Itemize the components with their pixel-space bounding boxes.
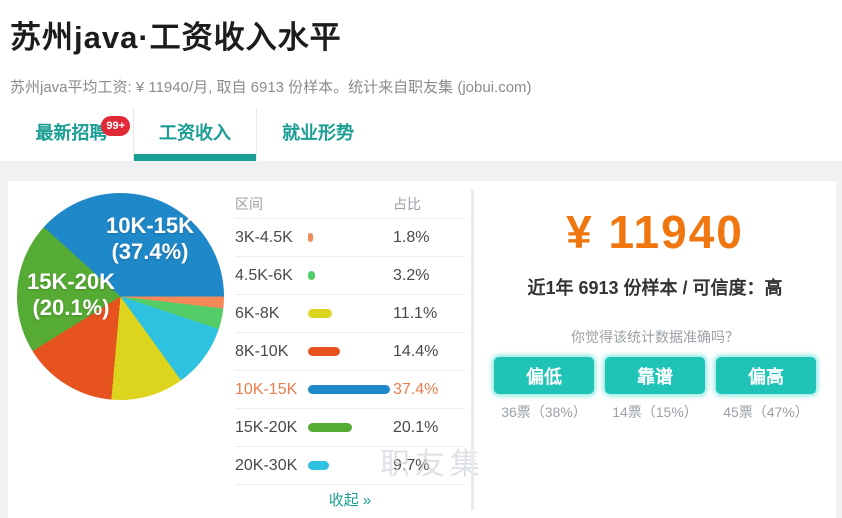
- table-row[interactable]: 4.5K-6K 3.2%: [235, 257, 465, 295]
- share-bar: [308, 309, 393, 318]
- summary-panel: ¥ 11940 近1年 6913 份样本 / 可信度：高 你觉得该统计数据准确吗…: [474, 181, 836, 518]
- table-row[interactable]: 15K-20K 20.1%: [235, 409, 465, 447]
- vote-button[interactable]: 偏高: [716, 357, 816, 394]
- tab-strip: 最新招聘 99+ 工资收入 就业形势: [10, 108, 379, 161]
- poll-option: 偏低 36票（38%）: [494, 357, 594, 422]
- share-value: 14.4%: [393, 342, 439, 360]
- column-header-range: 区间: [235, 195, 263, 212]
- tab-latest-jobs[interactable]: 最新招聘 99+: [10, 108, 133, 161]
- column-header-share: 占比: [393, 195, 421, 212]
- share-bar: [308, 271, 393, 280]
- share-value: 9.7%: [393, 456, 430, 474]
- average-salary-value: ¥ 11940: [566, 206, 744, 258]
- table-row[interactable]: 6K-8K 11.1%: [235, 295, 465, 333]
- table-row[interactable]: 20K-30K 9.7%: [235, 447, 465, 485]
- vote-button[interactable]: 偏低: [494, 357, 594, 394]
- poll-option: 偏高 45票（47%）: [716, 357, 816, 422]
- share-bar: [308, 347, 393, 356]
- poll-question: 你觉得该统计数据准确吗？: [571, 329, 739, 345]
- salary-table: 区间 占比 3K-4.5K 1.8% 4.5K-6K 3.2% 6K-8K 11.1% 8K…: [235, 189, 465, 515]
- range-label: 20K-30K: [235, 456, 298, 474]
- range-label: 4.5K-6K: [235, 266, 293, 284]
- tab-label: 工资收入: [159, 123, 231, 143]
- tab-label: 最新招聘: [35, 123, 108, 143]
- range-label: 3K-4.5K: [235, 228, 293, 246]
- share-bar: [308, 233, 393, 242]
- range-label: 8K-10K: [235, 342, 289, 360]
- panel-divider: [471, 189, 474, 510]
- share-value: 3.2%: [393, 266, 430, 284]
- table-header: 区间 占比: [235, 189, 465, 219]
- share-value: 37.4%: [393, 380, 439, 398]
- tab-salary[interactable]: 工资收入: [133, 108, 256, 161]
- table-row[interactable]: 8K-10K 14.4%: [235, 333, 465, 371]
- poll-options: 偏低 36票（38%） 靠谱 14票（15%） 偏高 45票（47%）: [474, 357, 836, 422]
- vote-count: 36票（38%）: [501, 404, 587, 420]
- vote-count: 45票（47%）: [723, 404, 809, 420]
- share-value: 20.1%: [393, 418, 439, 436]
- tab-label: 就业形势: [282, 123, 354, 143]
- share-value: 11.1%: [393, 304, 438, 322]
- salary-panel: 10K-15K (37.4%) 15K-20K (20.1%) 区间 占比 3K…: [8, 181, 836, 518]
- collapse-link[interactable]: 收起 »: [328, 492, 372, 509]
- vote-count: 14票（15%）: [612, 404, 698, 420]
- pie-chart[interactable]: [17, 193, 224, 400]
- share-bar: [308, 385, 393, 394]
- active-tab-underline: [134, 154, 256, 161]
- salary-rows: 3K-4.5K 1.8% 4.5K-6K 3.2% 6K-8K 11.1% 8K-10K 14…: [235, 219, 465, 485]
- new-jobs-count-badge: 99+: [101, 116, 130, 136]
- sample-credibility-line: 近1年 6913 份样本 / 可信度：高: [527, 278, 783, 298]
- vote-button[interactable]: 靠谱: [605, 357, 705, 394]
- table-row[interactable]: 10K-15K 37.4%: [235, 371, 465, 409]
- share-bar: [308, 461, 393, 470]
- share-value: 1.8%: [393, 228, 430, 246]
- range-label: 6K-8K: [235, 304, 280, 322]
- range-label: 10K-15K: [235, 380, 298, 398]
- tab-employment-trend[interactable]: 就业形势: [256, 108, 379, 161]
- range-label: 15K-20K: [235, 418, 298, 436]
- page-subtitle: 苏州java平均工资: ¥ 11940/月, 取自 6913 份样本。统计来自职…: [10, 79, 532, 96]
- poll-option: 靠谱 14票（15%）: [605, 357, 705, 422]
- table-row[interactable]: 3K-4.5K 1.8%: [235, 219, 465, 257]
- page-title: 苏州java·工资收入水平: [10, 20, 342, 55]
- share-bar: [308, 423, 393, 432]
